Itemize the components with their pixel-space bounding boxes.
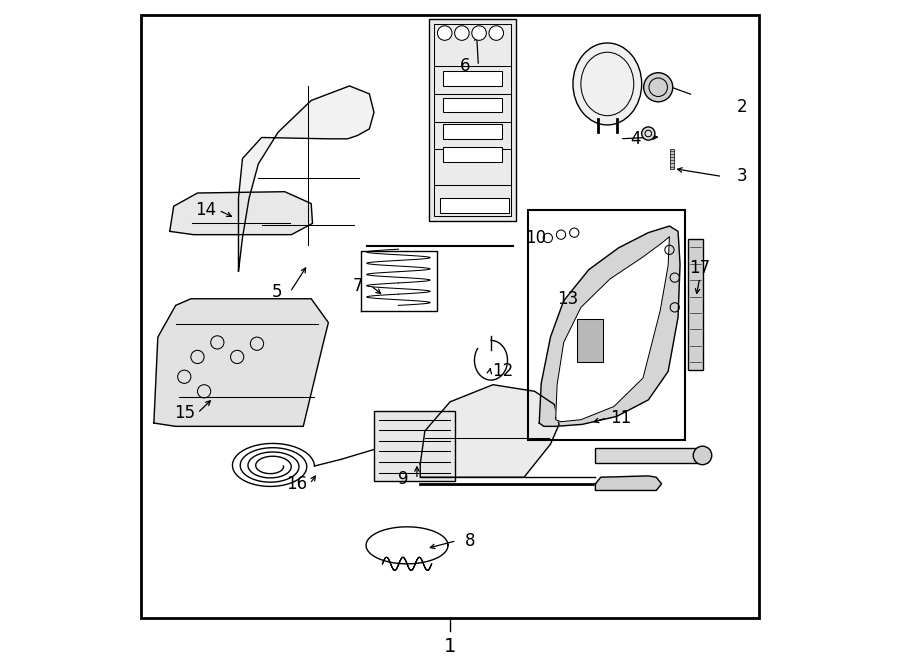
Text: 14: 14 [195,201,216,219]
Polygon shape [539,226,680,426]
Polygon shape [154,299,328,426]
Text: 5: 5 [272,283,282,301]
Polygon shape [596,476,662,490]
Circle shape [489,26,503,40]
Circle shape [472,26,486,40]
Text: 8: 8 [464,531,475,550]
Bar [434,24,511,216]
Bar [444,147,501,162]
Polygon shape [170,192,312,235]
Text: 10: 10 [526,229,546,247]
Bar [374,411,455,481]
Bar [428,19,516,221]
Bar [596,448,703,463]
Polygon shape [556,237,670,422]
Circle shape [437,26,452,40]
Bar [440,198,509,213]
Text: 15: 15 [174,404,194,422]
Text: 13: 13 [557,290,579,308]
Text: 11: 11 [610,408,631,427]
Bar [528,210,685,440]
Bar [444,98,501,112]
Text: 6: 6 [460,57,471,75]
Circle shape [454,26,469,40]
Text: 16: 16 [286,475,307,493]
Text: 4: 4 [630,130,640,148]
Text: 2: 2 [737,98,748,116]
Circle shape [642,127,655,140]
Polygon shape [420,385,559,477]
Ellipse shape [573,43,642,125]
Polygon shape [238,86,374,271]
Circle shape [693,446,712,465]
Text: 7: 7 [352,276,363,295]
Bar [577,319,603,362]
Text: 17: 17 [689,258,710,277]
Circle shape [644,73,673,102]
Text: 3: 3 [737,167,748,186]
Bar [444,71,501,86]
Text: 1: 1 [444,637,456,656]
Text: 9: 9 [399,470,409,488]
Bar [444,124,501,139]
Bar [670,149,674,169]
Bar [688,239,703,370]
Text: 12: 12 [492,362,514,381]
